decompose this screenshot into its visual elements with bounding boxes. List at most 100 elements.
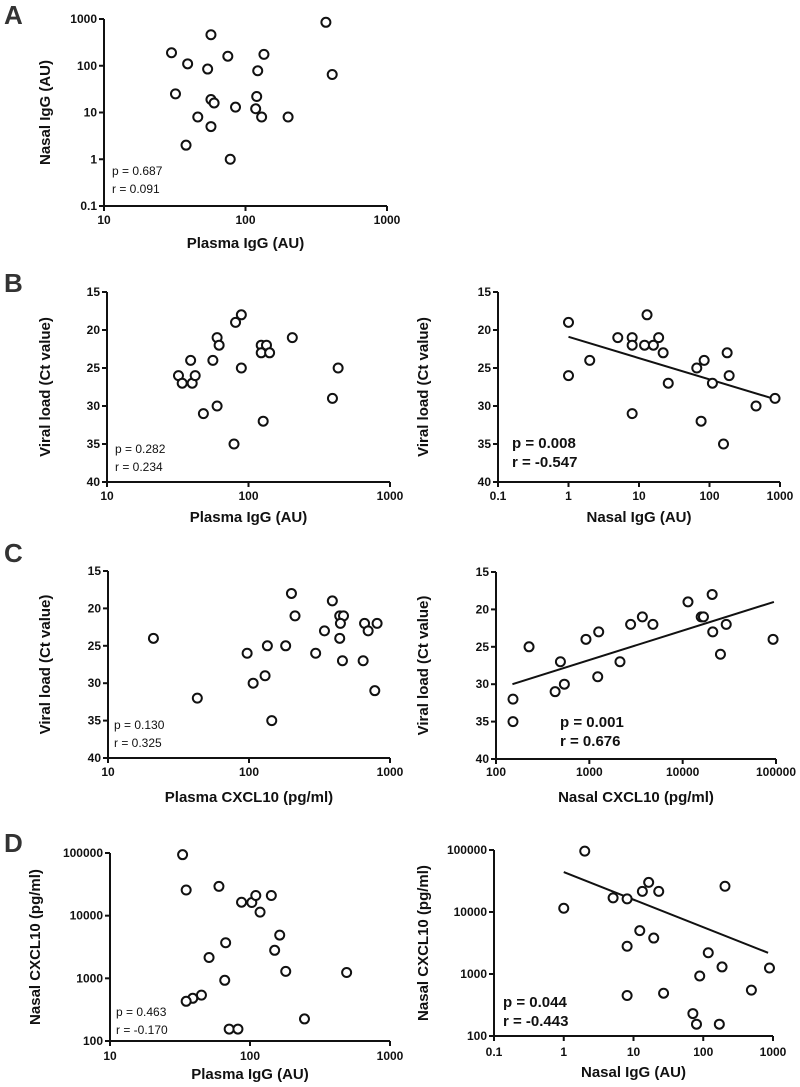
- data-point: [690, 1018, 702, 1030]
- x-tick-label: 100: [235, 213, 255, 227]
- data-point: [634, 925, 646, 937]
- data-point: [592, 671, 604, 683]
- data-point: [185, 354, 197, 366]
- data-point: [713, 1018, 725, 1030]
- y-tick-label: 100: [83, 1034, 103, 1048]
- data-point: [247, 677, 259, 689]
- x-tick-label: 10: [632, 489, 646, 503]
- data-point: [523, 641, 535, 653]
- data-point: [265, 889, 277, 901]
- data-point: [203, 952, 215, 964]
- data-point: [648, 932, 660, 944]
- y-tick-label: 30: [87, 399, 101, 413]
- y-tick-label: 25: [87, 361, 101, 375]
- data-point: [326, 68, 338, 80]
- data-point: [563, 370, 574, 382]
- y-tick-label: 30: [88, 676, 102, 690]
- data-point: [626, 408, 638, 420]
- r-value-label: r = 0.234: [115, 460, 163, 474]
- panel-letter: B: [4, 268, 23, 298]
- r-value-label: r = -0.170: [116, 1023, 168, 1037]
- data-point: [228, 438, 240, 450]
- data-point: [607, 892, 619, 904]
- x-tick-label: 1: [565, 489, 572, 503]
- p-value-label: p = 0.044: [503, 994, 567, 1011]
- data-point: [213, 339, 225, 351]
- y-tick-label: 100000: [63, 846, 103, 860]
- data-point: [213, 880, 225, 892]
- regression-line: [512, 600, 775, 686]
- data-point: [714, 648, 726, 660]
- x-tick-label: 10: [100, 489, 114, 503]
- scatter-plot-4: 10 100 1000 15 20 25 30 35 40 Plasma CXCL10 (pg/m…: [37, 564, 404, 806]
- x-tick-label: 100: [693, 1045, 713, 1059]
- y-axis-title: Viral load (Ct value): [415, 596, 432, 736]
- data-point: [584, 354, 596, 366]
- data-point: [326, 595, 338, 607]
- data-point: [251, 90, 263, 102]
- data-point: [219, 974, 231, 986]
- scatter-plot-1: 10 100 1000 0.1 1 10 100 1000 Plasma IgG (AU) Nas…: [37, 12, 401, 252]
- y-tick-label: 35: [478, 437, 492, 451]
- data-point: [687, 1008, 699, 1020]
- x-tick-label: 100000: [756, 765, 796, 779]
- y-tick-label: 1000: [70, 12, 97, 26]
- x-tick-label: 10: [627, 1045, 641, 1059]
- data-point: [636, 885, 648, 897]
- y-tick-label: 25: [476, 640, 490, 654]
- x-tick-label: 0.1: [486, 1045, 503, 1059]
- data-point: [563, 316, 574, 328]
- data-point: [310, 647, 322, 659]
- data-point: [636, 611, 648, 623]
- data-point: [254, 906, 266, 918]
- data-point: [745, 984, 757, 996]
- r-value-label: r = 0.325: [114, 736, 162, 750]
- data-point: [621, 990, 633, 1002]
- data-point: [698, 354, 710, 366]
- data-point: [286, 332, 298, 344]
- y-tick-label: 20: [478, 323, 492, 337]
- r-value-label: r = -0.443: [503, 1013, 568, 1030]
- data-point: [662, 377, 674, 389]
- data-point: [318, 625, 330, 637]
- data-point: [643, 876, 655, 888]
- data-point: [682, 596, 694, 608]
- data-point: [282, 111, 294, 123]
- y-axis-title: Viral load (Ct value): [37, 317, 54, 457]
- y-tick-label: 25: [88, 639, 102, 653]
- data-point: [235, 309, 247, 321]
- data-point: [647, 339, 659, 351]
- data-point: [241, 647, 253, 659]
- data-point: [647, 618, 659, 630]
- y-tick-label: 40: [88, 751, 102, 765]
- x-tick-label: 0.1: [490, 489, 507, 503]
- data-point: [250, 103, 262, 115]
- data-point: [507, 716, 519, 728]
- x-tick-label: 100: [238, 489, 258, 503]
- data-point: [558, 678, 570, 690]
- x-axis-title: Plasma IgG (AU): [187, 235, 305, 252]
- y-tick-label: 25: [478, 361, 492, 375]
- data-point: [691, 362, 703, 374]
- panel-letter: D: [4, 828, 23, 858]
- data-point: [169, 88, 181, 100]
- data-point: [336, 655, 348, 667]
- data-point: [549, 686, 561, 698]
- data-point: [625, 618, 637, 630]
- data-point: [259, 670, 271, 682]
- data-point: [197, 408, 209, 420]
- regression-line: [563, 871, 769, 954]
- y-tick-label: 40: [87, 475, 101, 489]
- y-tick-label: 15: [88, 564, 102, 578]
- data-point: [706, 377, 718, 389]
- data-point: [205, 121, 217, 133]
- panel-letter: A: [4, 0, 23, 30]
- data-point: [147, 632, 159, 644]
- data-point: [334, 617, 346, 629]
- scatter-plot-7: 0.1 1 10 100 1000 100 1000 10000 100000 Nasal IgG…: [415, 843, 787, 1081]
- scatter-plot-3: 0.1 1 10 100 1000 15 20 25 30 35 40 Nasal IgG (AU) V…: [415, 285, 794, 526]
- data-point: [220, 937, 232, 949]
- x-tick-label: 1: [560, 1045, 567, 1059]
- data-point: [767, 633, 779, 645]
